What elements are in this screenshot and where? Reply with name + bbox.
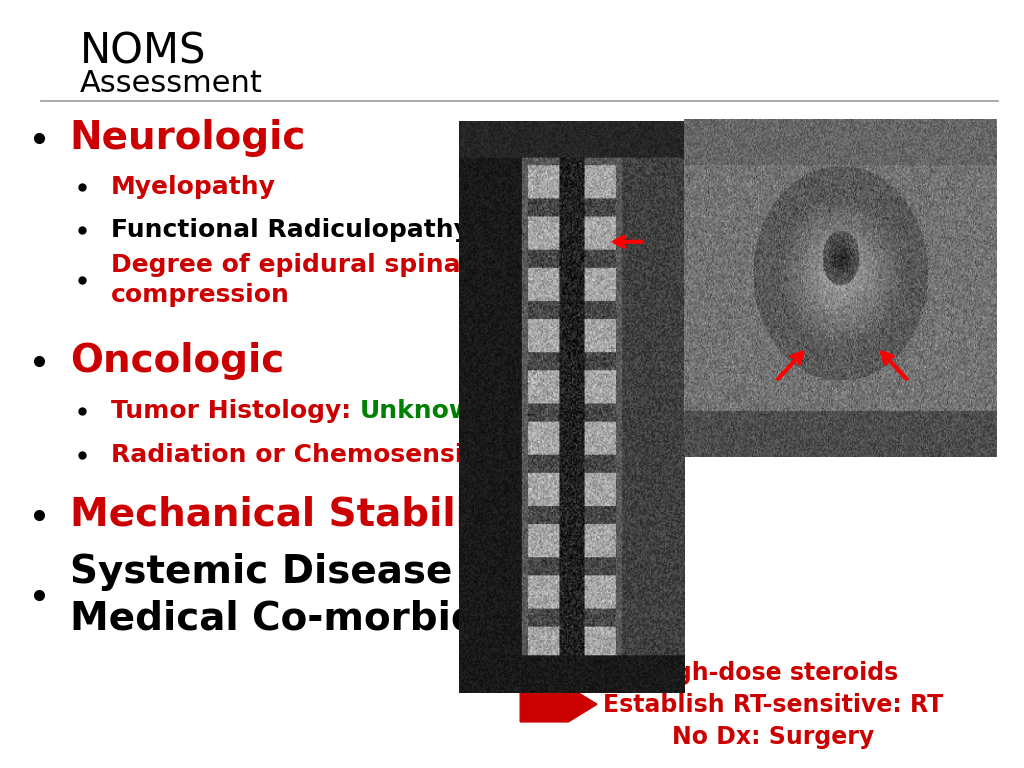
Text: NOMS: NOMS	[80, 31, 207, 73]
Text: Neurologic: Neurologic	[70, 119, 306, 157]
Text: Mechanical Stability: Mechanical Stability	[70, 495, 512, 534]
Text: Functional Radiculopathy: Functional Radiculopathy	[111, 218, 469, 243]
FancyArrow shape	[520, 687, 597, 722]
Text: Radiation or Chemosensitivity: Radiation or Chemosensitivity	[111, 442, 537, 467]
Text: High-dose steroids
Establish RT-sensitive: RT
No Dx: Surgery: High-dose steroids Establish RT-sensitiv…	[603, 661, 943, 749]
Text: Oncologic: Oncologic	[70, 342, 284, 380]
Text: Degree of epidural spinal cord
compression: Degree of epidural spinal cord compressi…	[111, 253, 540, 307]
Text: Tumor Histology:: Tumor Histology:	[111, 399, 359, 423]
Text: Unknown: Unknown	[359, 399, 490, 423]
Text: Myelopathy: Myelopathy	[111, 175, 275, 200]
Text: Systemic Disease and
Medical Co-morbidity: Systemic Disease and Medical Co-morbidit…	[70, 553, 547, 637]
Text: Assessment: Assessment	[80, 69, 263, 98]
